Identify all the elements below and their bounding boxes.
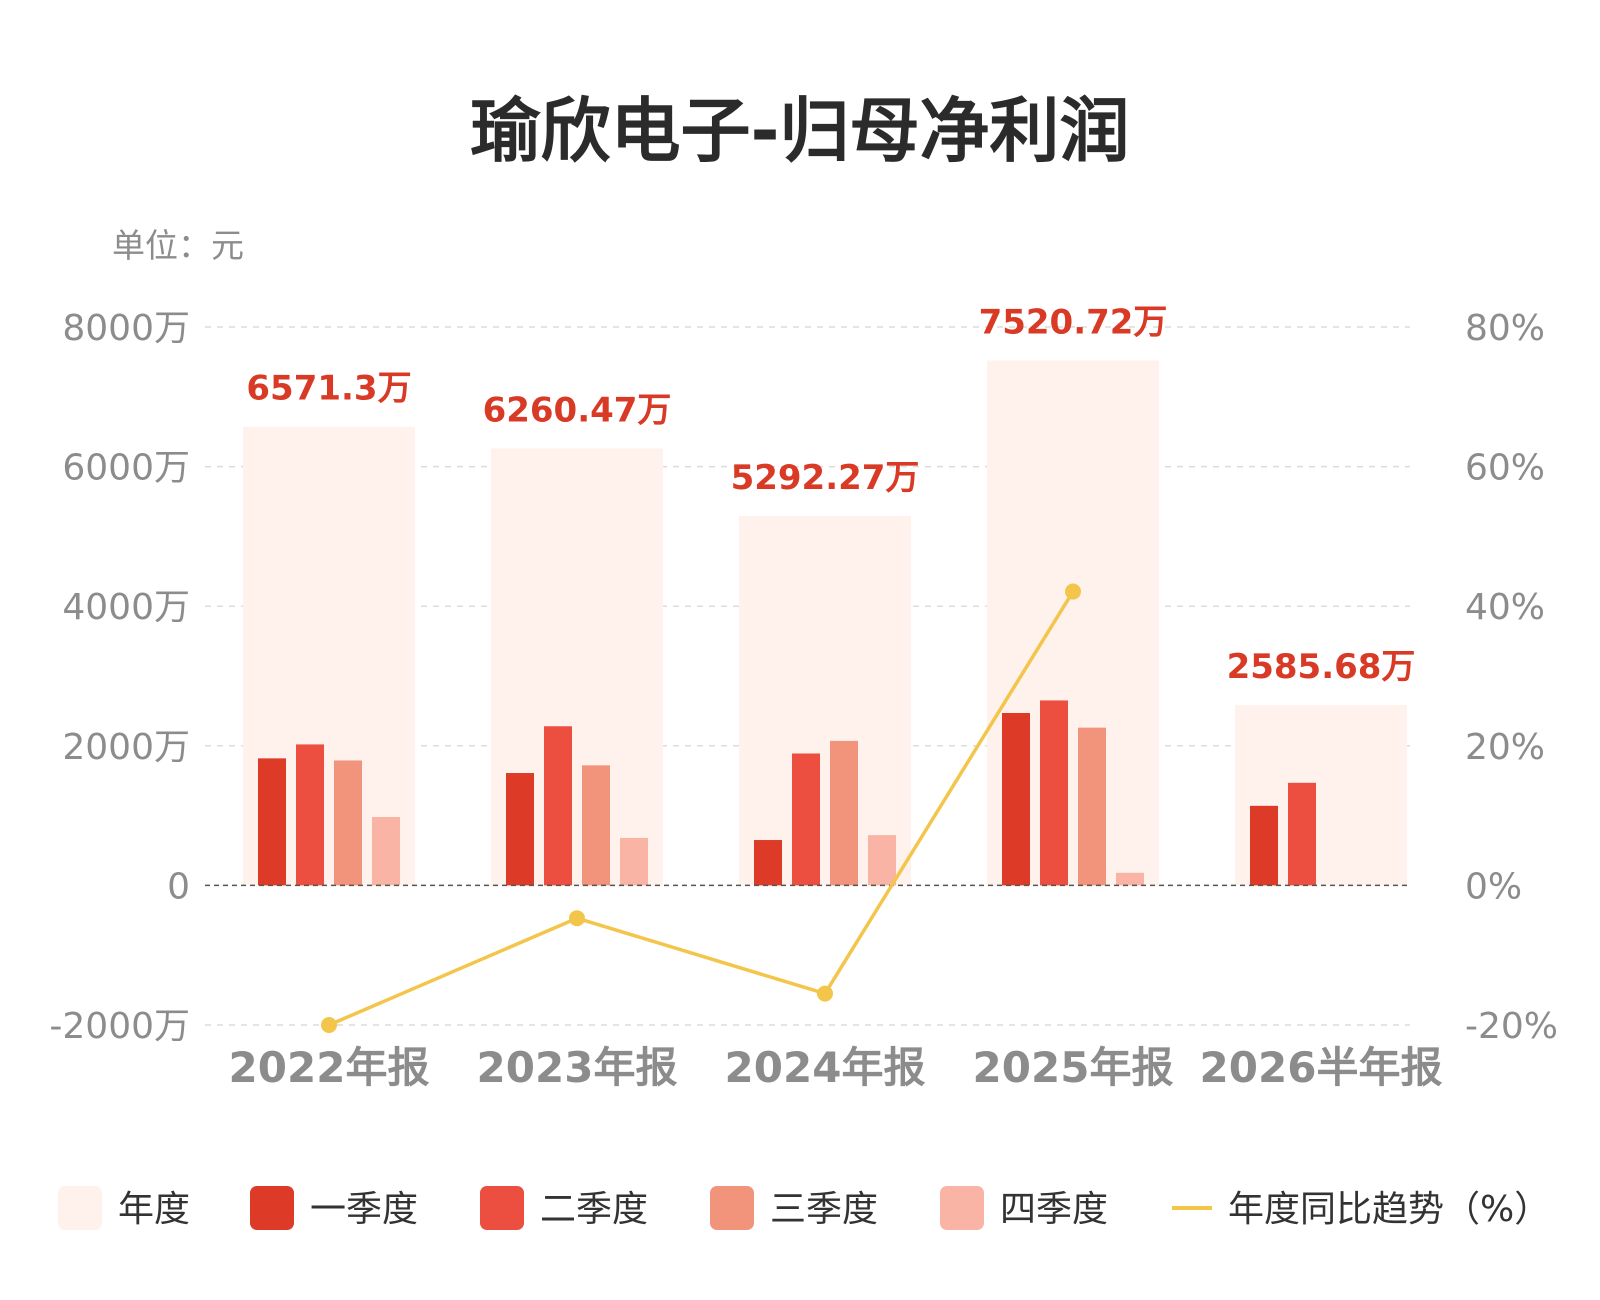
y-tick-label: 0 xyxy=(167,866,190,907)
legend-label: 四季度 xyxy=(1000,1189,1108,1230)
quarter-bar xyxy=(258,758,286,886)
legend-label: 二季度 xyxy=(540,1189,648,1230)
quarter-bar xyxy=(506,773,534,886)
axis-labels: 8000万 6000万 4000万 2000万 0 -2000万 80% 60% 40% 20% 0… xyxy=(49,308,1558,1092)
quarter-bar xyxy=(1040,700,1068,886)
x-category-label: 2026半年报 xyxy=(1200,1043,1443,1092)
annual-bar xyxy=(739,515,911,886)
quarter-bar xyxy=(1002,712,1030,886)
annual-value-label: 6260.47万 xyxy=(483,390,672,430)
quarter-bar xyxy=(620,837,648,886)
y2-tick-label: 20% xyxy=(1465,727,1545,768)
quarter-bar xyxy=(372,816,400,886)
annual-value-label: 5292.27万 xyxy=(731,458,920,498)
quarter-bar xyxy=(544,726,572,886)
legend-swatch xyxy=(58,1186,102,1230)
y-tick-label: 4000万 xyxy=(62,587,190,628)
quarter-bar xyxy=(868,835,896,886)
trend-line xyxy=(328,590,1075,1027)
x-category-label: 2024年报 xyxy=(725,1043,926,1092)
annual-value-label: 6571.3万 xyxy=(246,369,411,409)
value-labels: 6571.3万 6260.47万 5292.27万 7520.72万 2585.68万 xyxy=(246,302,1415,686)
annual-bars xyxy=(243,360,1407,886)
legend-label: 一季度 xyxy=(310,1189,418,1230)
quarter-bar xyxy=(830,740,858,886)
legend-label: 年度 xyxy=(118,1189,190,1230)
y-tick-label: 2000万 xyxy=(62,727,190,768)
x-category-label: 2022年报 xyxy=(229,1043,430,1092)
y2-tick-label: 80% xyxy=(1465,308,1545,349)
quarter-bar xyxy=(1116,872,1144,886)
quarter-bar xyxy=(1288,782,1316,886)
y-tick-label: 6000万 xyxy=(62,448,190,489)
trend-point xyxy=(817,985,833,1002)
legend-swatch xyxy=(940,1186,984,1230)
trend-point xyxy=(569,910,585,927)
y2-tick-label: 60% xyxy=(1465,448,1545,489)
legend-label: 年度同比趋势（%） xyxy=(1228,1189,1550,1230)
quarter-bar xyxy=(754,840,782,886)
quarter-bar xyxy=(792,753,820,886)
quarter-bar xyxy=(582,765,610,886)
y-tick-label: -2000万 xyxy=(49,1006,190,1047)
x-category-label: 2025年报 xyxy=(973,1043,1174,1092)
y2-tick-label: 0% xyxy=(1465,866,1522,907)
x-category-label: 2023年报 xyxy=(477,1043,678,1092)
legend-swatch xyxy=(710,1186,754,1230)
legend-swatch xyxy=(250,1186,294,1230)
trend-point xyxy=(321,1017,337,1033)
quarter-bar xyxy=(296,744,324,886)
trend-point xyxy=(1065,583,1081,600)
quarter-bar xyxy=(334,760,362,886)
quarter-bar xyxy=(1078,727,1106,886)
annual-value-label: 7520.72万 xyxy=(979,302,1168,342)
legend-swatch xyxy=(480,1186,524,1230)
y-tick-label: 8000万 xyxy=(62,308,190,349)
quarter-bars xyxy=(258,700,1316,886)
y2-tick-label: 40% xyxy=(1465,587,1545,628)
legend-label: 三季度 xyxy=(770,1189,878,1230)
legend: 年度 一季度 二季度 三季度 四季度 年度同比趋势（%） xyxy=(58,1186,1550,1230)
y2-tick-label: -20% xyxy=(1465,1006,1558,1047)
annual-value-label: 2585.68万 xyxy=(1227,647,1416,687)
quarter-bar xyxy=(1250,805,1278,886)
unit-label: 单位：元 xyxy=(112,226,244,265)
yoy-trend-line xyxy=(321,583,1081,1033)
chart-title: 瑜欣电子-归母净利润 xyxy=(470,90,1129,172)
